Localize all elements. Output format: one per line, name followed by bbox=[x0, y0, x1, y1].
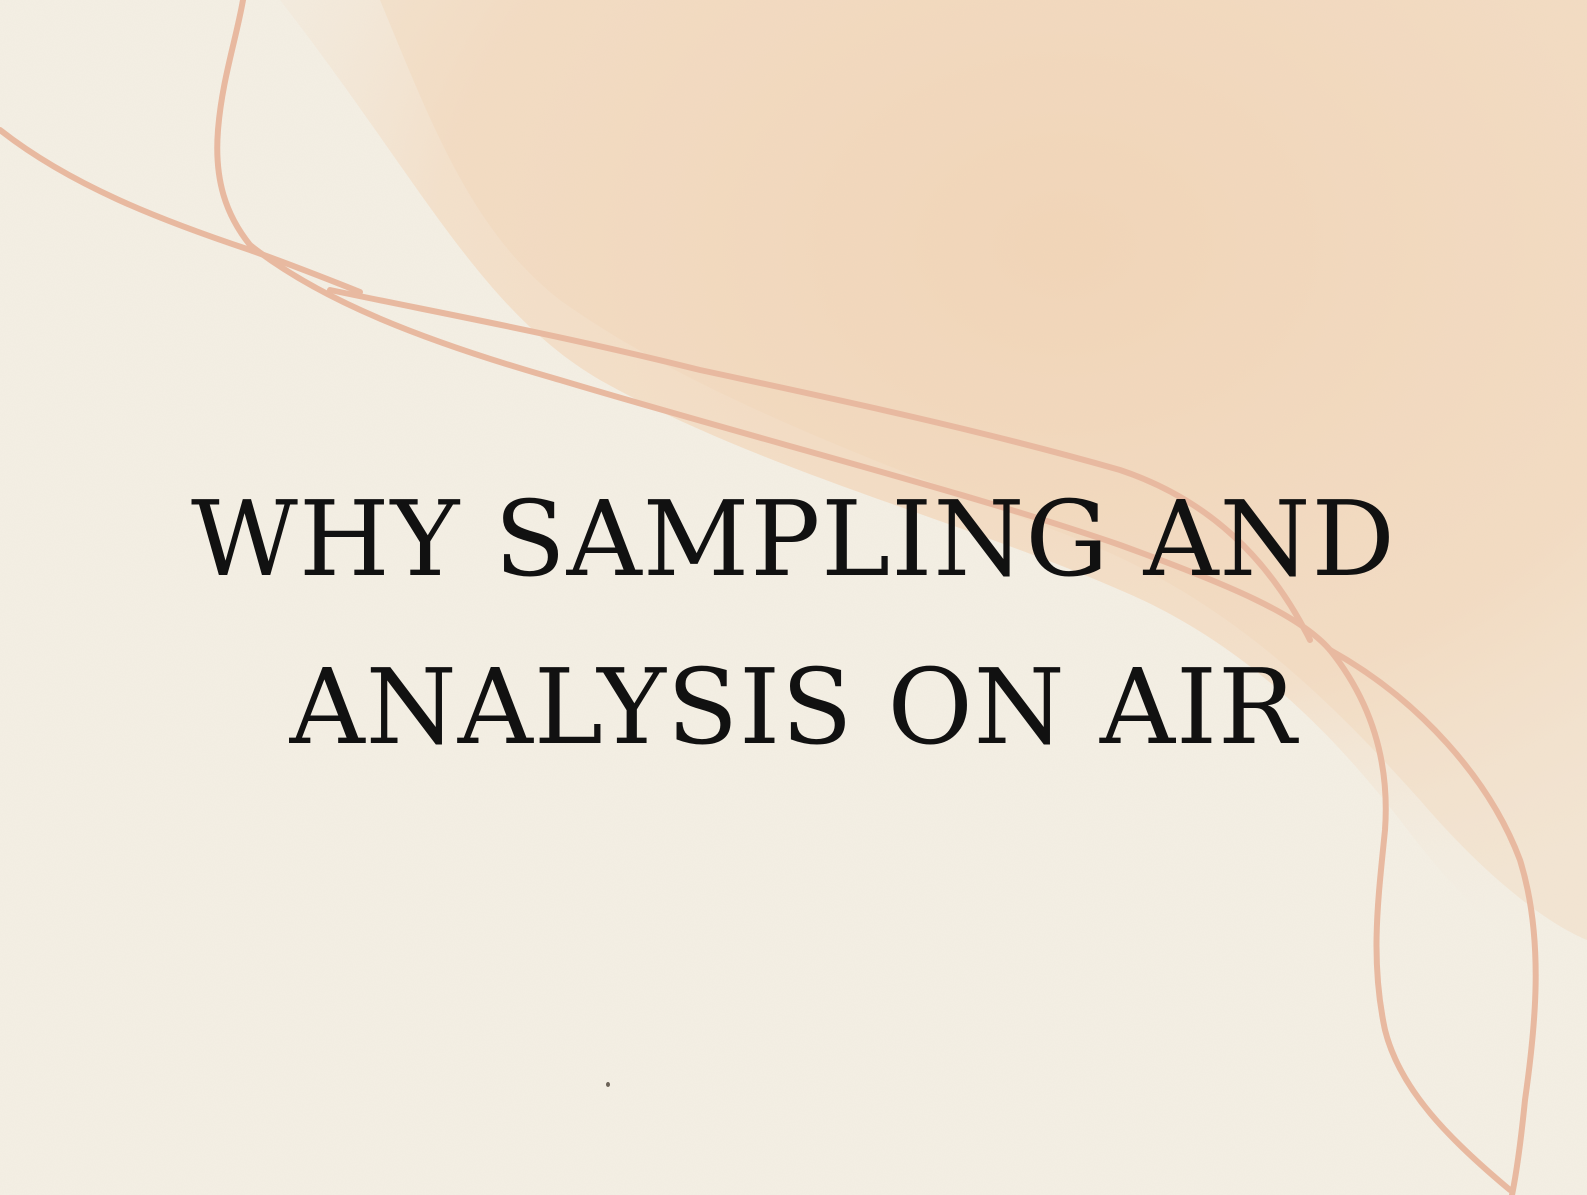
decorative-line-right-inner bbox=[1327, 647, 1513, 1193]
decorative-line-top bbox=[214, 0, 253, 248]
title-line-1: WHY SAMPLING AND bbox=[191, 478, 1396, 600]
title-line-2: ANALYSIS ON AIR bbox=[289, 646, 1298, 768]
decorative-line-left bbox=[0, 127, 363, 295]
decorative-line-right bbox=[1327, 647, 1539, 1195]
decorative-line-upper bbox=[327, 287, 1313, 643]
paper-speck bbox=[606, 1082, 610, 1087]
title-block: WHY SAMPLING AND ANALYSIS ON AIR bbox=[0, 455, 1587, 791]
decorative-line-main bbox=[247, 242, 1333, 653]
